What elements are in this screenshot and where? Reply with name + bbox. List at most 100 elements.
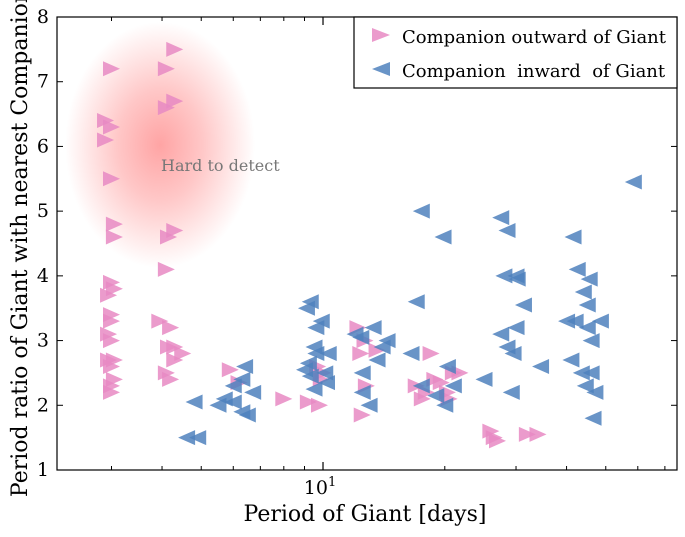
data-point	[97, 113, 115, 129]
data-point	[102, 384, 120, 400]
data-point	[317, 375, 335, 391]
data-point	[580, 271, 598, 287]
data-point	[564, 229, 582, 245]
data-point	[438, 358, 456, 374]
data-point	[475, 371, 493, 387]
data-point	[301, 368, 319, 384]
data-point	[378, 333, 396, 349]
data-point	[166, 41, 184, 57]
hard-to-detect-region	[65, 22, 255, 268]
data-point	[102, 358, 120, 374]
y-tick-label: 2	[37, 394, 49, 416]
data-point	[495, 268, 513, 284]
data-point	[504, 346, 522, 362]
data-point	[157, 61, 175, 77]
data-point	[578, 297, 596, 313]
legend-marker-inward	[372, 62, 390, 76]
data-point	[221, 362, 239, 378]
y-tick-label: 8	[37, 6, 49, 28]
data-point	[413, 391, 431, 407]
data-point	[275, 391, 293, 407]
data-point	[502, 384, 520, 400]
series-inward	[178, 174, 642, 446]
data-point	[368, 342, 386, 358]
y-tick-label: 3	[37, 330, 49, 352]
data-point	[102, 333, 120, 349]
data-point	[224, 378, 242, 394]
data-point	[162, 320, 180, 336]
data-point	[307, 346, 325, 362]
data-point	[105, 216, 123, 232]
data-point	[353, 384, 371, 400]
data-point	[444, 378, 462, 394]
data-point	[236, 358, 254, 374]
data-point	[102, 313, 120, 329]
data-point	[159, 229, 177, 245]
data-point	[436, 397, 454, 413]
data-point	[312, 313, 330, 329]
data-point	[529, 426, 547, 442]
data-point	[178, 430, 196, 446]
data-point	[368, 352, 386, 368]
data-point	[508, 271, 526, 287]
y-tick-label: 5	[37, 200, 49, 222]
data-point	[562, 352, 580, 368]
data-point	[574, 284, 592, 300]
data-point	[578, 320, 596, 336]
data-point	[100, 287, 118, 303]
data-point	[352, 329, 370, 345]
legend-box	[353, 16, 678, 89]
y-tick-label: 1	[37, 459, 49, 481]
data-point	[209, 397, 227, 413]
data-point	[412, 203, 430, 219]
data-point	[224, 394, 242, 410]
data-point	[582, 365, 600, 381]
data-point	[297, 300, 315, 316]
data-point	[591, 313, 609, 329]
data-point	[492, 210, 510, 226]
data-point	[584, 410, 602, 426]
data-point	[434, 229, 452, 245]
data-point	[189, 430, 207, 446]
data-point	[558, 313, 576, 329]
data-point	[532, 358, 550, 374]
data-point	[492, 326, 510, 342]
data-point	[174, 346, 192, 362]
data-point	[233, 371, 251, 387]
y-tick-label: 6	[37, 135, 49, 157]
data-point	[427, 388, 445, 404]
x-axis-title: Period of Giant [days]	[244, 502, 487, 527]
data-point	[514, 297, 532, 313]
data-point	[489, 433, 507, 449]
data-point	[518, 426, 536, 442]
data-point	[352, 346, 370, 362]
y-axis-title: Period ratio of Giant with nearest Compa…	[8, 0, 33, 497]
data-point	[238, 407, 256, 423]
data-point	[624, 174, 642, 190]
data-point	[576, 378, 594, 394]
data-point	[586, 384, 604, 400]
data-point	[422, 346, 440, 362]
data-point	[412, 378, 430, 394]
x-tick-label: 101	[304, 475, 336, 499]
data-point	[305, 381, 323, 397]
data-points	[97, 41, 642, 449]
y-tick-label: 7	[37, 71, 49, 93]
data-point	[498, 223, 516, 239]
data-point	[319, 346, 337, 362]
legend-label-outward: Companion outward of Giant	[402, 27, 667, 48]
data-point	[157, 261, 175, 277]
data-point	[407, 294, 425, 310]
data-point	[353, 365, 371, 381]
data-point	[507, 320, 525, 336]
data-point	[572, 365, 590, 381]
data-point	[402, 346, 420, 362]
data-point	[102, 119, 120, 135]
data-point	[299, 394, 317, 410]
data-point	[360, 397, 378, 413]
data-point	[566, 313, 584, 329]
data-point	[97, 132, 115, 148]
data-point	[310, 397, 328, 413]
data-point	[244, 384, 262, 400]
